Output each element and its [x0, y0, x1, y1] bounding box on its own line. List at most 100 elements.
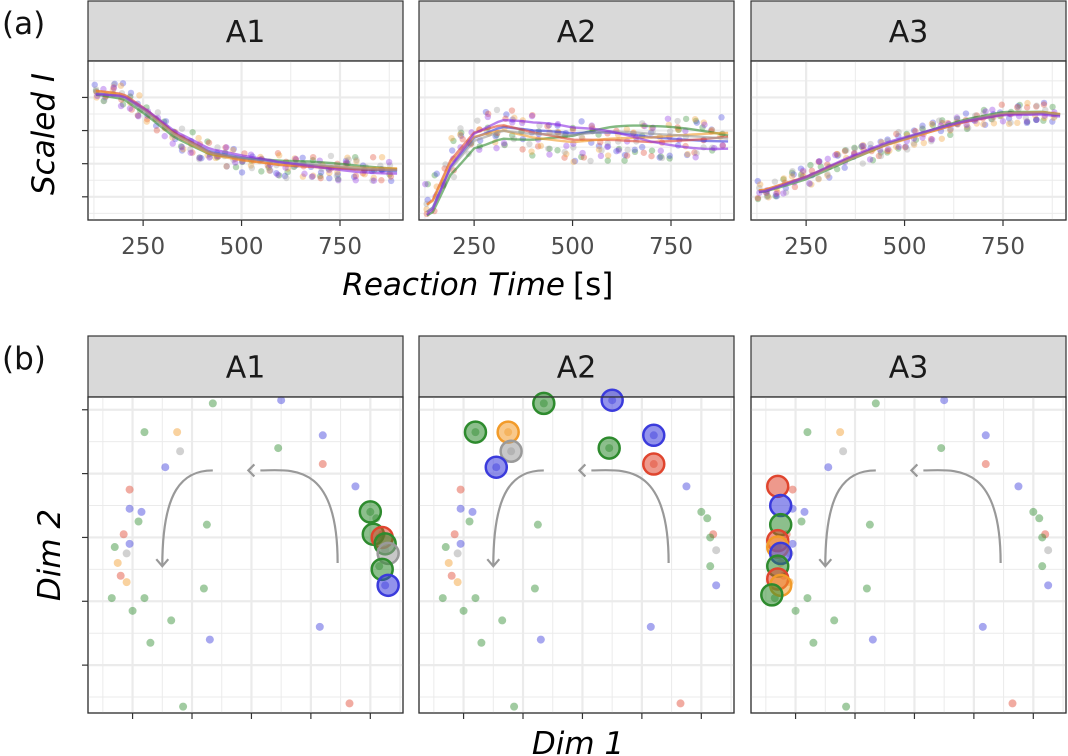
data-point	[918, 125, 926, 132]
embedding-point	[345, 699, 354, 708]
data-point	[754, 194, 762, 202]
trajectory-arrow-right	[923, 469, 1002, 563]
embedding-point	[447, 571, 456, 580]
trajectory-arrow-right	[260, 469, 339, 563]
data-point	[326, 169, 333, 177]
data-point	[1014, 119, 1021, 127]
embedding-point	[277, 396, 286, 405]
embedding-point	[697, 507, 706, 516]
data-point	[1015, 105, 1022, 113]
data-point	[895, 128, 902, 136]
data-point	[613, 147, 620, 155]
data-point	[309, 172, 317, 179]
highlighted-point	[642, 452, 666, 476]
data-point	[833, 150, 840, 158]
data-point	[640, 149, 648, 156]
data-point	[928, 136, 936, 143]
data-point	[621, 151, 629, 159]
data-point	[693, 150, 700, 157]
data-point	[999, 118, 1007, 125]
arrowhead	[155, 558, 170, 568]
data-point	[684, 150, 691, 158]
data-point	[309, 173, 316, 180]
panel-b-label: (b)	[2, 341, 46, 377]
data-point	[774, 189, 781, 196]
data-point	[691, 115, 699, 123]
data-point	[309, 153, 317, 161]
highlighted-point	[358, 500, 383, 524]
arrowhead	[577, 463, 587, 478]
data-point	[223, 163, 230, 170]
data-point	[180, 146, 187, 153]
data-point	[431, 172, 438, 179]
embedding-point	[444, 558, 453, 567]
data-point	[928, 137, 935, 145]
data-point	[178, 143, 186, 151]
data-point	[1032, 116, 1040, 124]
embedding-point	[709, 530, 718, 539]
data-point	[484, 113, 492, 121]
data-point	[545, 145, 552, 152]
data-point	[205, 139, 213, 146]
data-point	[869, 156, 877, 164]
data-point	[1007, 119, 1014, 126]
embedding-point	[318, 460, 327, 469]
data-point	[482, 108, 490, 116]
facet-a-a1: A1 250 500 750	[82, 0, 404, 260]
data-point	[1040, 99, 1048, 107]
embedding-point	[107, 594, 116, 603]
data-point	[284, 165, 292, 172]
data-point	[1049, 103, 1056, 111]
panel-border	[418, 396, 735, 714]
embedding-point	[456, 539, 465, 548]
panel-a-label: (a)	[2, 6, 45, 42]
embedding-point	[119, 530, 128, 539]
highlighted-point	[760, 583, 784, 607]
data-point	[604, 143, 611, 151]
data-point	[370, 177, 378, 184]
data-point	[867, 140, 874, 148]
data-point	[563, 142, 570, 150]
data-point	[858, 143, 865, 150]
data-point	[91, 81, 98, 88]
data-point	[990, 120, 998, 127]
data-point	[719, 142, 726, 149]
embedding-point	[703, 514, 712, 523]
data-point	[110, 84, 118, 92]
data-point	[835, 151, 842, 159]
data-point	[247, 162, 255, 169]
data-point	[196, 155, 203, 163]
highlighted-point	[597, 436, 621, 460]
trajectory-arrow-right	[591, 469, 670, 563]
embedding-point	[140, 594, 149, 603]
data-point	[604, 139, 611, 147]
data-point	[458, 129, 465, 136]
data-point	[529, 111, 536, 119]
data-point	[919, 125, 926, 133]
embedding-point	[1029, 507, 1038, 516]
data-point	[117, 82, 125, 89]
data-point	[834, 150, 841, 158]
data-point	[222, 144, 229, 151]
data-point	[578, 118, 585, 125]
embedding-point	[533, 520, 542, 529]
x-tick-label: 250	[784, 234, 828, 260]
embedding-point	[202, 520, 211, 529]
data-point	[134, 112, 142, 119]
data-point	[1014, 103, 1022, 110]
trajectory-arrow-left	[161, 469, 213, 567]
data-point	[788, 169, 796, 177]
data-point	[317, 169, 325, 176]
data-point	[604, 152, 612, 159]
data-point	[501, 141, 508, 149]
data-point	[119, 80, 127, 87]
embedding-point	[116, 571, 125, 580]
data-point	[281, 172, 289, 180]
data-point	[258, 168, 265, 175]
data-point	[824, 170, 831, 178]
facet-strip	[87, 335, 404, 398]
embedding-point	[862, 584, 871, 593]
embedding-point	[125, 485, 134, 494]
data-point	[100, 97, 108, 105]
data-point	[806, 180, 814, 188]
